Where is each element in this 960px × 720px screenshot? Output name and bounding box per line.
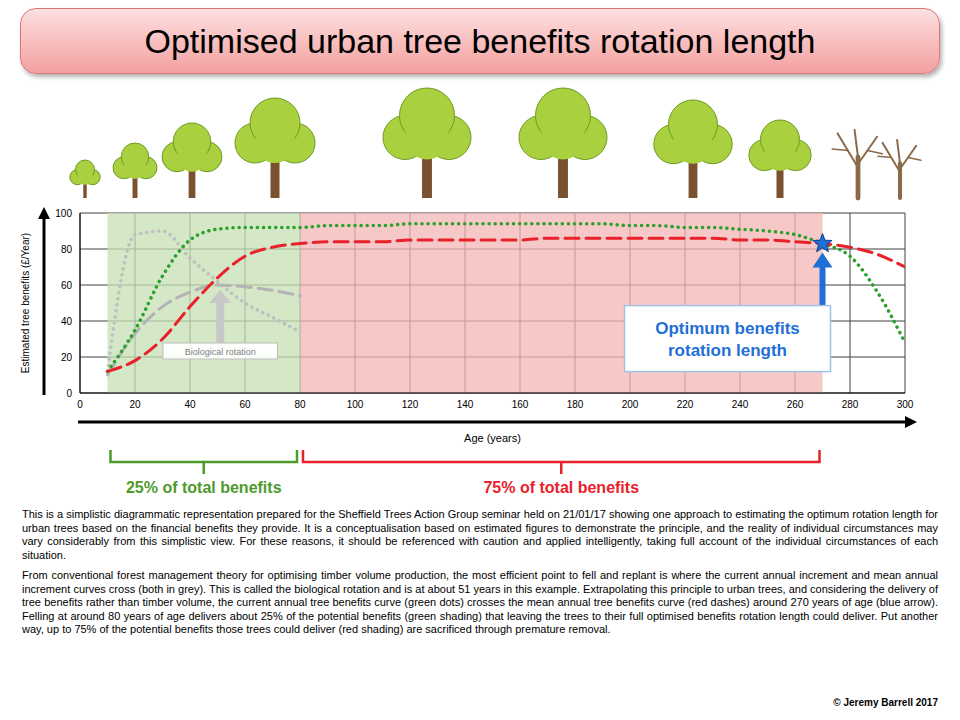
svg-text:60: 60 [239,399,251,410]
svg-text:140: 140 [457,399,474,410]
svg-text:80: 80 [294,399,306,410]
svg-text:Estimated tree benefits (£/Yea: Estimated tree benefits (£/Year) [20,233,31,373]
svg-text:40: 40 [61,316,73,327]
svg-text:100: 100 [347,399,364,410]
svg-text:rotation length: rotation length [668,341,787,360]
svg-text:100: 100 [55,208,72,219]
html-text:Optimised urban tree benefits: Optimised urban tree benefits rotation l… [144,21,816,60]
svg-text:260: 260 [787,399,804,410]
svg-text:75% of total benefits: 75% of total benefits [483,479,639,496]
svg-text:120: 120 [402,399,419,410]
svg-text:0: 0 [66,388,72,399]
html-text:From conventional forest manag: From conventional forest management theo… [22,569,938,635]
html-text:This is a simplistic diagramma: This is a simplistic diagrammatic repres… [22,508,938,561]
svg-text:280: 280 [842,399,859,410]
svg-text:Optimum benefits: Optimum benefits [655,319,800,338]
svg-text:25% of total benefits: 25% of total benefits [126,479,282,496]
svg-text:300: 300 [897,399,914,410]
svg-text:240: 240 [732,399,749,410]
svg-text:Age (years): Age (years) [464,432,521,444]
svg-text:40: 40 [184,399,196,410]
svg-text:220: 220 [677,399,694,410]
svg-text:20: 20 [61,352,73,363]
svg-text:200: 200 [622,399,639,410]
svg-text:80: 80 [61,244,73,255]
svg-text:60: 60 [61,280,73,291]
svg-text:0: 0 [77,399,83,410]
svg-text:160: 160 [512,399,529,410]
svg-text:Biological rotation: Biological rotation [185,347,256,357]
svg-text:20: 20 [129,399,141,410]
svg-text:180: 180 [567,399,584,410]
html-text:© Jeremy Barrell 2017: © Jeremy Barrell 2017 [833,697,938,708]
